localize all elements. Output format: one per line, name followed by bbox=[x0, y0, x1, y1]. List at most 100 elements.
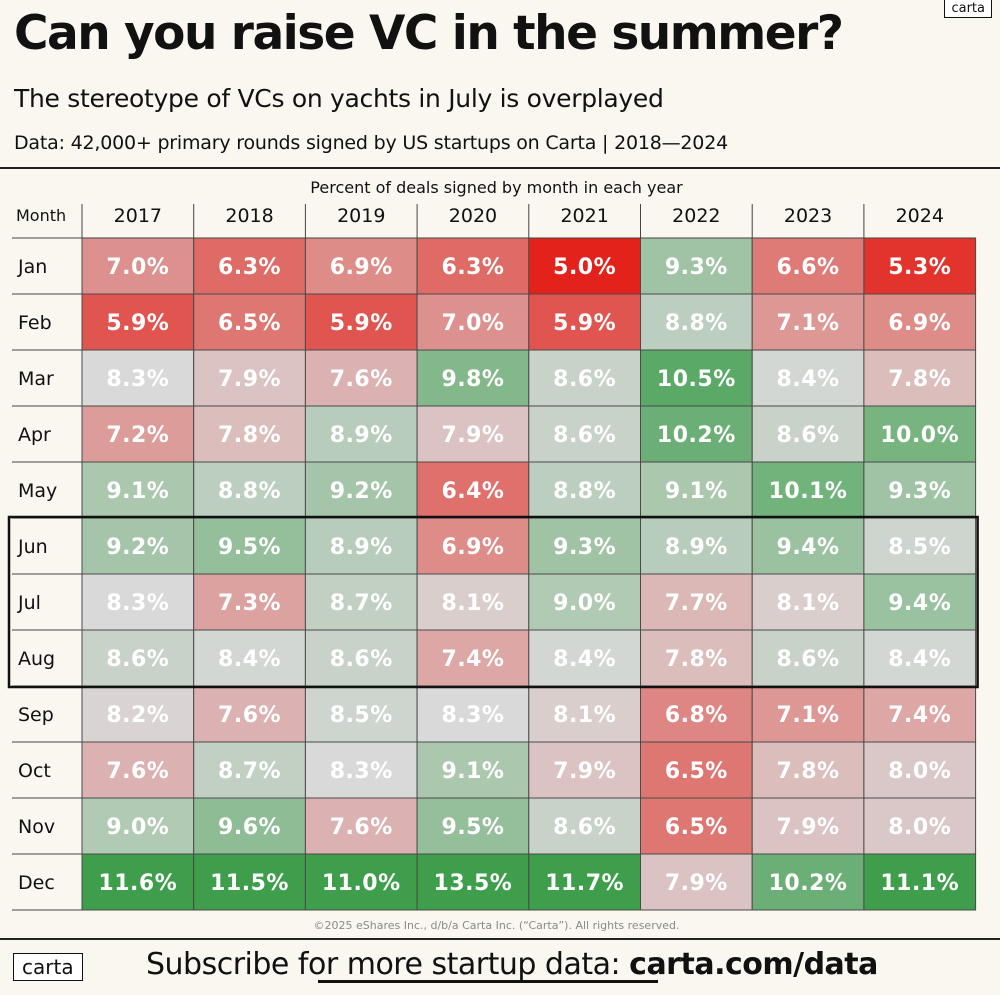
heatmap-cell bbox=[81, 853, 195, 911]
heatmap-cell bbox=[304, 349, 418, 407]
cell-value-label: 8.4% bbox=[553, 647, 616, 672]
column-header-2018: 2018 bbox=[225, 205, 273, 227]
row-label-apr: Apr bbox=[18, 424, 51, 446]
row-label-feb: Feb bbox=[18, 312, 52, 334]
heatmap-cell bbox=[304, 293, 418, 351]
heatmap-cell bbox=[751, 461, 865, 519]
carta-logo-bottom[interactable]: carta bbox=[13, 953, 83, 981]
row-label-dec: Dec bbox=[18, 872, 55, 894]
cell-value-label: 7.0% bbox=[441, 311, 504, 336]
heatmap-cell bbox=[640, 629, 753, 687]
cell-value-label: 8.1% bbox=[553, 703, 616, 728]
cell-value-label: 8.6% bbox=[553, 367, 616, 392]
heatmap-cell bbox=[863, 405, 977, 463]
cell-value-label: 8.1% bbox=[441, 591, 504, 616]
cell-value-label: 5.0% bbox=[553, 255, 616, 280]
cell-value-label: 10.5% bbox=[657, 367, 736, 392]
heatmap-cell bbox=[193, 405, 306, 463]
cell-value-label: 7.1% bbox=[777, 311, 840, 336]
cell-value-label: 10.2% bbox=[769, 871, 848, 896]
cell-value-label: 13.5% bbox=[434, 871, 513, 896]
top-divider bbox=[0, 167, 1000, 169]
cell-value-label: 8.6% bbox=[553, 815, 616, 840]
cell-value-label: 8.6% bbox=[330, 647, 393, 672]
heatmap-cell bbox=[81, 293, 195, 351]
row-label-oct: Oct bbox=[18, 760, 51, 782]
column-header-2022: 2022 bbox=[672, 205, 720, 227]
summer-highlight-box bbox=[7, 515, 979, 689]
row-label-nov: Nov bbox=[18, 816, 55, 838]
cell-value-label: 6.9% bbox=[330, 255, 393, 280]
heatmap-cell bbox=[416, 293, 530, 351]
cell-value-label: 8.8% bbox=[553, 479, 616, 504]
heatmap-cell bbox=[81, 573, 195, 631]
heatmap-cell bbox=[863, 517, 977, 575]
cell-value-label: 9.1% bbox=[106, 479, 169, 504]
heatmap-cell bbox=[81, 461, 195, 519]
heatmap-cell bbox=[193, 461, 306, 519]
heatmap-cell bbox=[304, 853, 418, 911]
heatmap-cell bbox=[416, 741, 530, 799]
cell-value-label: 5.9% bbox=[553, 311, 616, 336]
cell-value-label: 6.3% bbox=[218, 255, 281, 280]
heatmap-cell bbox=[528, 853, 641, 911]
heatmap-cell bbox=[193, 517, 306, 575]
cell-value-label: 6.3% bbox=[441, 255, 504, 280]
heatmap-cell bbox=[193, 629, 306, 687]
heatmap-cell bbox=[81, 741, 195, 799]
cell-value-label: 8.1% bbox=[777, 591, 840, 616]
heatmap-cell bbox=[863, 797, 977, 855]
cell-value-label: 8.2% bbox=[106, 703, 169, 728]
row-label-jul: Jul bbox=[17, 592, 41, 614]
heatmap-cell bbox=[640, 741, 753, 799]
cell-value-label: 8.3% bbox=[106, 367, 169, 392]
cell-value-label: 6.6% bbox=[777, 255, 840, 280]
cell-value-label: 9.0% bbox=[106, 815, 169, 840]
column-header-2019: 2019 bbox=[337, 205, 385, 227]
cell-value-label: 7.9% bbox=[218, 367, 281, 392]
subscribe-link[interactable]: carta.com/data bbox=[629, 947, 878, 982]
heatmap-cell bbox=[528, 237, 641, 295]
cell-value-label: 8.8% bbox=[665, 311, 728, 336]
row-label-may: May bbox=[18, 480, 57, 502]
cell-value-label: 8.6% bbox=[553, 423, 616, 448]
cell-value-label: 10.0% bbox=[880, 423, 959, 448]
copyright-note: ©2025 eShares Inc., d/b/a Carta Inc. (“C… bbox=[313, 919, 680, 932]
cell-value-label: 8.6% bbox=[106, 647, 169, 672]
heatmap-cell bbox=[863, 461, 977, 519]
cell-value-label: 8.4% bbox=[888, 647, 951, 672]
cell-value-label: 9.8% bbox=[441, 367, 504, 392]
column-header-2024: 2024 bbox=[896, 205, 944, 227]
cell-value-label: 8.5% bbox=[330, 703, 393, 728]
heatmap-cell bbox=[193, 797, 306, 855]
heatmap-cell bbox=[528, 629, 641, 687]
cell-value-label: 7.9% bbox=[553, 759, 616, 784]
cell-value-label: 8.4% bbox=[777, 367, 840, 392]
cell-value-label: 7.8% bbox=[888, 367, 951, 392]
heatmap-cell bbox=[528, 685, 641, 743]
cell-value-label: 10.1% bbox=[769, 479, 848, 504]
cell-value-label: 8.7% bbox=[218, 759, 281, 784]
heatmap-cell bbox=[304, 685, 418, 743]
cell-value-label: 8.9% bbox=[330, 535, 393, 560]
heatmap-cell bbox=[304, 237, 418, 295]
heatmap-cell bbox=[863, 853, 977, 911]
cell-value-label: 9.3% bbox=[665, 255, 728, 280]
heatmap-cell bbox=[751, 797, 865, 855]
heatmap-cell bbox=[193, 293, 306, 351]
cell-value-label: 11.5% bbox=[210, 871, 289, 896]
cell-value-label: 8.8% bbox=[218, 479, 281, 504]
row-label-aug: Aug bbox=[18, 648, 55, 670]
carta-logo-top: carta bbox=[944, 0, 992, 18]
subscribe-cta: Subscribe for more startup data: carta.c… bbox=[146, 947, 878, 982]
heatmap-cell bbox=[863, 573, 977, 631]
heatmap-cell bbox=[416, 349, 530, 407]
cell-value-label: 7.6% bbox=[330, 367, 393, 392]
column-header-2021: 2021 bbox=[560, 205, 608, 227]
cell-value-label: 6.5% bbox=[218, 311, 281, 336]
cell-value-label: 5.9% bbox=[330, 311, 393, 336]
row-label-mar: Mar bbox=[18, 368, 54, 390]
bottom-divider bbox=[0, 938, 1000, 940]
heatmap-cell bbox=[751, 573, 865, 631]
heatmap-cell bbox=[304, 573, 418, 631]
